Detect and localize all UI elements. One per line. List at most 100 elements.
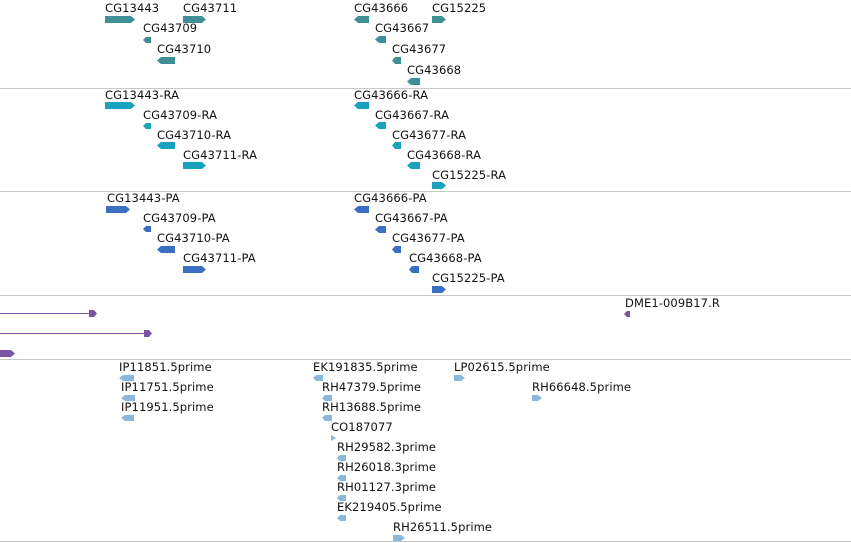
arrow-right-icon [183,16,206,23]
arrow-left-icon [337,475,346,481]
arrow-left-icon [157,142,175,149]
feature-label: CG43666-PA [354,191,427,205]
feature-label: CG43709-RA [143,108,218,122]
feature-label: IP11951.5prime [121,400,214,414]
feature-label: CG43709 [143,21,198,35]
feature-label: CG43677-PA [392,231,465,245]
feature-label: CG43668 [407,63,462,77]
clone-line [0,313,90,314]
feature-label: IP11751.5prime [121,380,214,394]
arrow-left-icon [337,515,346,521]
arrow-left-icon [337,455,346,461]
arrow-right-icon [454,375,465,381]
feature-label: RH66648.5prime [532,380,632,394]
mrna-track: CG13443-RA CG43709-RA CG43710-RA CG43711… [0,89,851,191]
feature-label: RH26018.3prime [337,460,437,474]
feature-label: RH47379.5prime [322,380,422,394]
feature-label: CG43666 [354,1,409,15]
feature-label: CG43710 [157,42,212,56]
arrow-left-icon [392,57,401,64]
arrow-left-icon [354,102,369,109]
arrow-left-icon [392,246,401,253]
arrow-left-icon [121,415,134,421]
feature-label: CG15225-PA [432,271,505,285]
arrow-left-icon [157,57,175,64]
arrow-right-icon [106,206,130,213]
track-divider [0,191,851,192]
arrow-left-icon [407,78,420,85]
feature-label: CG43711-RA [183,148,258,162]
arrow-left-icon [375,226,386,233]
arrow-left-icon [121,395,135,401]
arrow-left-icon [375,122,386,129]
feature-label: EK219405.5prime [337,500,442,514]
feature-label: DME1-009B17.R [625,296,720,310]
track-divider [0,359,851,360]
feature-label: CG43677-RA [392,128,467,142]
arrow-left-icon [313,375,323,381]
feature-label: CG43666-RA [354,88,429,102]
arrow-right-icon [532,395,542,401]
feature-label: CG43710-PA [157,231,230,245]
arrow-right-icon [0,350,15,357]
arrow-left-icon [392,142,401,149]
track-divider [0,541,851,542]
feature-label: LP02615.5prime [454,360,550,374]
clone-line [0,333,145,334]
arrow-left-icon [119,375,134,381]
arrow-right-icon [183,162,206,169]
cds-track: CG13443-PA CG43709-PA CG43710-PA CG43711… [0,192,851,295]
arrow-right-icon [432,182,446,189]
arrow-right-icon [89,310,97,317]
feature-label: EK191835.5prime [313,360,418,374]
arrow-right-icon [105,16,135,23]
arrow-right-icon [432,286,446,293]
arrow-left-icon [354,16,369,23]
arrow-right-icon [183,266,206,273]
arrow-right-icon [105,102,135,109]
est-track: IP11851.5prime IP11751.5prime IP11951.5p… [0,360,851,543]
feature-label: CG43711 [183,1,238,15]
feature-label: CG43667-RA [375,108,450,122]
feature-label: RH26511.5prime [393,520,493,534]
arrow-left-icon [337,495,346,501]
clone-track: DME1-009B17.R [0,296,851,359]
arrow-right-icon [331,435,336,441]
arrow-left-icon [375,36,386,43]
arrow-right-icon [432,16,446,23]
feature-label: RH29582.3prime [337,440,437,454]
arrow-left-icon [624,311,630,317]
clone-feature[interactable] [0,310,97,318]
feature-label: RH01127.3prime [337,480,437,494]
feature-label: CO187077 [331,420,393,434]
feature-label: CG13443 [105,1,160,15]
feature-label: CG15225-RA [432,168,507,182]
track-divider [0,88,851,89]
arrow-left-icon [143,123,151,129]
feature-label: CG15225 [432,1,487,15]
arrow-right-icon [144,330,152,337]
feature-label: CG43711-PA [183,251,256,265]
feature-label: CG43668-PA [409,251,482,265]
arrow-left-icon [143,37,151,43]
feature-label: CG43709-PA [143,211,216,225]
arrow-right-icon [393,535,405,541]
feature-label: CG13443-RA [105,88,180,102]
arrow-left-icon [157,246,175,253]
arrow-left-icon [143,226,151,232]
clone-feature[interactable] [0,350,15,358]
arrow-left-icon [322,395,332,401]
feature-label: IP11851.5prime [119,360,212,374]
feature-label: RH13688.5prime [322,400,422,414]
arrow-left-icon [409,266,419,273]
feature-label: CG43667 [375,21,430,35]
gene-track: CG13443 CG43711 CG43709 CG43710 CG43666 … [0,0,851,88]
feature-label: CG13443-PA [107,191,180,205]
arrow-left-icon [322,415,332,421]
feature-label: CG43710-RA [157,128,232,142]
feature-label: CG43677 [392,42,447,56]
arrow-left-icon [354,206,369,213]
track-divider [0,295,851,296]
feature-label: CG43668-RA [407,148,482,162]
clone-feature[interactable] [0,330,152,338]
